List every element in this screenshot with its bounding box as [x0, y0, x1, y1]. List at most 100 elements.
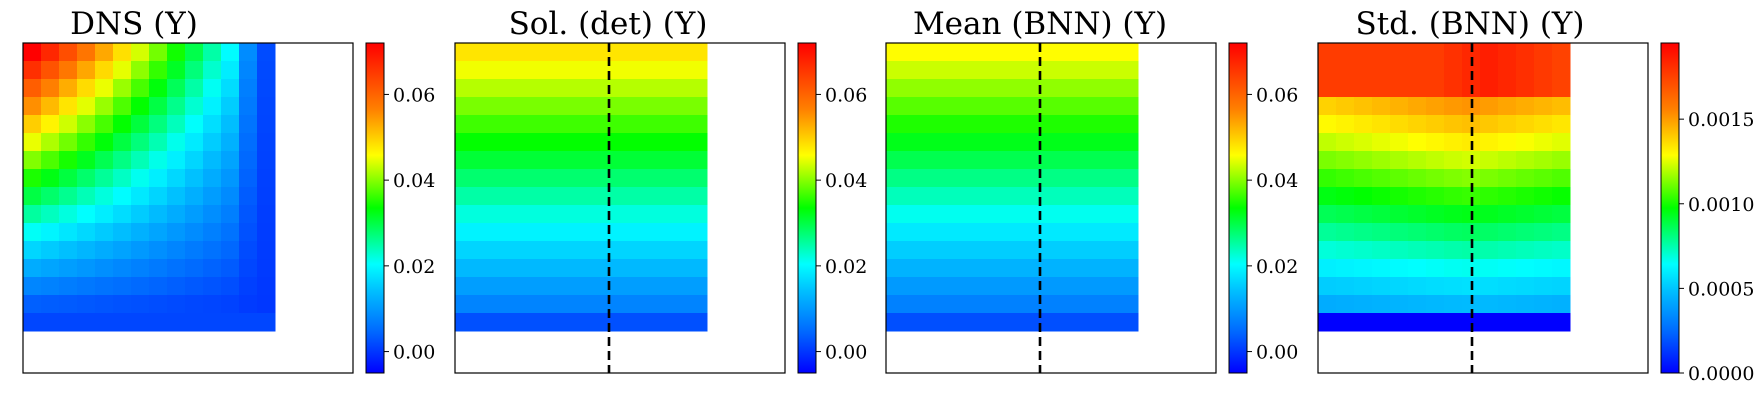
heatmap-cell	[113, 43, 132, 62]
heatmap-cell	[940, 223, 959, 242]
heatmap-cells	[455, 43, 708, 332]
heatmap-cell	[77, 187, 96, 206]
heatmap-cell	[203, 187, 222, 206]
heatmap-cell	[167, 43, 186, 62]
heatmap-cell	[23, 133, 42, 152]
heatmap-cell	[473, 259, 492, 278]
heatmap-cell	[976, 133, 995, 152]
heatmap-cell	[994, 313, 1013, 332]
heatmap-cell	[545, 61, 564, 80]
heatmap-cell	[1120, 313, 1139, 332]
heatmap-cell	[239, 187, 258, 206]
heatmap-cell	[994, 223, 1013, 242]
plot-frame	[454, 42, 786, 374]
heatmap-cell	[509, 115, 528, 134]
colorbar-tick-label: 0.06	[825, 84, 867, 106]
heatmap-cell	[23, 205, 42, 224]
heatmap-cell	[1408, 61, 1427, 80]
heatmap-cell	[922, 169, 941, 188]
heatmap-cell	[527, 169, 546, 188]
heatmap-cell	[1030, 241, 1049, 260]
heatmap-cell	[1354, 97, 1373, 116]
heatmap-cell	[455, 295, 474, 314]
heatmap-cell	[167, 169, 186, 188]
heatmap-cell	[940, 115, 959, 134]
heatmap-cell	[509, 205, 528, 224]
heatmap-cell	[689, 151, 708, 170]
heatmap-cell	[1336, 187, 1355, 206]
heatmap-cell	[1534, 277, 1553, 296]
heatmap-cell	[940, 79, 959, 98]
heatmap-cell	[203, 313, 222, 332]
heatmap-cell	[41, 133, 60, 152]
heatmap-cell	[994, 61, 1013, 80]
heatmap-cell	[77, 241, 96, 260]
heatmap-cell	[239, 259, 258, 278]
heatmap-cell	[203, 277, 222, 296]
heatmap-cell	[1012, 115, 1031, 134]
heatmap-cell	[1012, 277, 1031, 296]
heatmap-cell	[545, 277, 564, 296]
heatmap-cell	[131, 151, 150, 170]
heatmap-cell	[77, 169, 96, 188]
heatmap-cell	[527, 151, 546, 170]
heatmap-cell	[257, 259, 276, 278]
heatmap-cell	[23, 151, 42, 170]
heatmap-cell	[473, 205, 492, 224]
heatmap-cell	[95, 151, 114, 170]
heatmap-cell	[1336, 97, 1355, 116]
heatmap-cell	[1372, 187, 1391, 206]
heatmap-cell	[635, 133, 654, 152]
heatmap-cell	[1390, 187, 1409, 206]
heatmap-cell	[41, 79, 60, 98]
heatmap-cell	[581, 169, 600, 188]
heatmap-cell	[1084, 97, 1103, 116]
heatmap-cell	[59, 115, 78, 134]
heatmap-cell	[1318, 295, 1337, 314]
heatmap-cell	[41, 169, 60, 188]
heatmap-cell	[1354, 259, 1373, 278]
heatmap-cell	[149, 79, 168, 98]
heatmap-cell	[1480, 97, 1499, 116]
heatmap-cell	[1012, 223, 1031, 242]
heatmap-cell	[1462, 187, 1481, 206]
heatmap-cell	[1372, 277, 1391, 296]
heatmap-cell	[922, 151, 941, 170]
heatmap-cell	[1354, 151, 1373, 170]
heatmap-cell	[1354, 133, 1373, 152]
heatmap-cell	[922, 205, 941, 224]
heatmap-cell	[994, 43, 1013, 62]
heatmap-cell	[1480, 79, 1499, 98]
heatmap-cell	[1372, 79, 1391, 98]
heatmap-cell	[1066, 133, 1085, 152]
heatmap-cell	[976, 187, 995, 206]
heatmap-cell	[1084, 43, 1103, 62]
heatmap-cell	[599, 313, 618, 332]
heatmap-cell	[1426, 313, 1445, 332]
heatmap-cell	[1426, 223, 1445, 242]
heatmap-cell	[922, 115, 941, 134]
heatmap-cell	[689, 259, 708, 278]
heatmap-cell	[131, 43, 150, 62]
heatmap-cell	[473, 79, 492, 98]
heatmap-cell	[257, 133, 276, 152]
heatmap-cell	[1408, 241, 1427, 260]
heatmap-cell	[491, 205, 510, 224]
heatmap-cell	[976, 313, 995, 332]
heatmap-cell	[581, 43, 600, 62]
colorbar-tick-label: 0.0005	[1688, 278, 1754, 300]
heatmap-cell	[689, 205, 708, 224]
heatmap-cell	[1426, 97, 1445, 116]
heatmap-cell	[113, 223, 132, 242]
heatmap-cell	[1084, 259, 1103, 278]
heatmap-cell	[1336, 205, 1355, 224]
heatmap-cell	[257, 151, 276, 170]
heatmap-cell	[671, 169, 690, 188]
heatmap-cell	[581, 133, 600, 152]
heatmap-cell	[904, 115, 923, 134]
heatmap-cell	[1318, 97, 1337, 116]
colorbar	[1660, 42, 1680, 374]
heatmap-cell	[563, 259, 582, 278]
heatmap-cell	[59, 97, 78, 116]
heatmap-cell	[77, 151, 96, 170]
